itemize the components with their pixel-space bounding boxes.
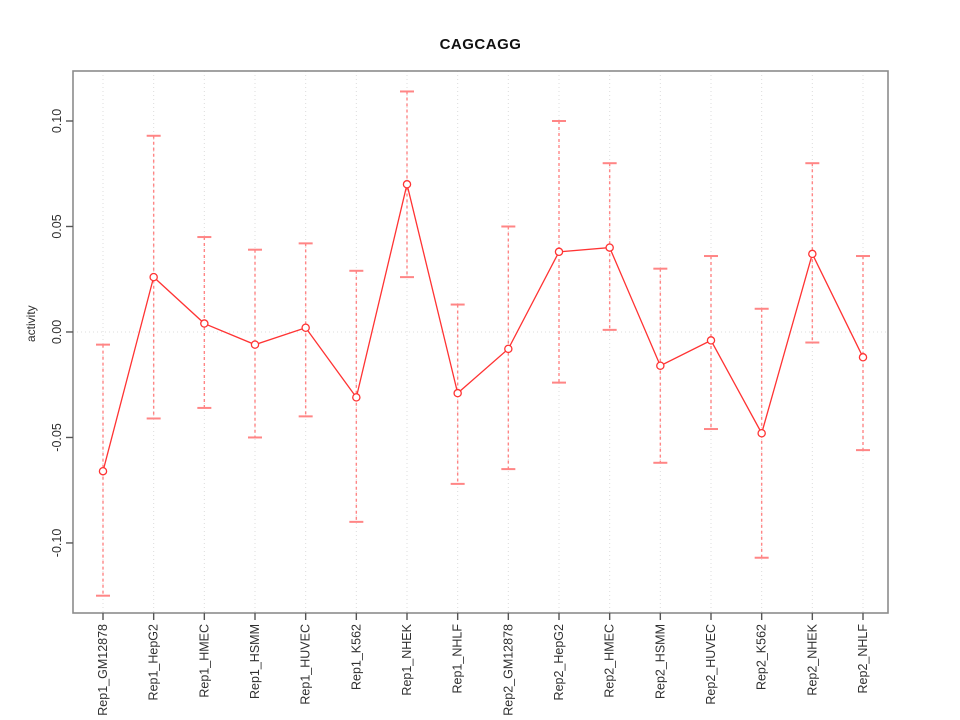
x-tick-label: Rep1_HepG2 bbox=[147, 624, 161, 700]
data-point bbox=[453, 388, 462, 398]
data-point bbox=[301, 323, 310, 333]
x-tick-label: Rep2_NHEK bbox=[805, 623, 819, 695]
x-tick-label: Rep2_K562 bbox=[755, 624, 769, 690]
x-tick-label: Rep2_GM12878 bbox=[501, 624, 515, 716]
data-point bbox=[656, 361, 665, 370]
data-point bbox=[554, 247, 564, 257]
data-point bbox=[808, 249, 817, 259]
data-point bbox=[250, 340, 260, 349]
x-tick-label: Rep1_NHLF bbox=[451, 624, 465, 694]
data-point bbox=[149, 272, 158, 282]
y-tick-label: 0.05 bbox=[50, 214, 64, 238]
y-tick-label: -0.10 bbox=[50, 529, 64, 558]
x-tick-label: Rep1_HMEC bbox=[197, 624, 211, 698]
chart-title: CAGCAGG bbox=[439, 36, 522, 53]
x-tick-label: Rep1_K562 bbox=[349, 624, 363, 690]
plot-frame bbox=[72, 70, 889, 614]
data-point bbox=[504, 344, 513, 354]
x-tick-label: Rep2_HUVEC bbox=[704, 624, 718, 705]
y-tick-label: 0.10 bbox=[50, 109, 64, 133]
data-point bbox=[98, 466, 108, 476]
x-tick-label: Rep1_NHEK bbox=[400, 623, 414, 695]
series-line bbox=[102, 184, 864, 472]
x-tick-label: Rep2_HMEC bbox=[603, 624, 617, 698]
x-tick-label: Rep1_HUVEC bbox=[299, 624, 313, 705]
y-tick-label: 0.00 bbox=[50, 320, 64, 344]
data-point bbox=[352, 393, 361, 402]
y-tick-label: -0.05 bbox=[50, 423, 64, 452]
x-tick-label: Rep2_HSMM bbox=[653, 624, 667, 699]
data-point bbox=[757, 428, 766, 438]
x-tick-label: Rep2_HepG2 bbox=[552, 624, 566, 700]
data-point bbox=[706, 336, 716, 345]
x-tick-label: Rep1_GM12878 bbox=[96, 624, 110, 716]
x-tick-label: Rep1_HSMM bbox=[248, 624, 262, 699]
x-tick-label: Rep2_NHLF bbox=[856, 624, 870, 694]
data-point bbox=[402, 180, 412, 189]
data-point bbox=[858, 353, 868, 362]
data-point bbox=[605, 243, 614, 252]
data-point bbox=[200, 319, 209, 328]
